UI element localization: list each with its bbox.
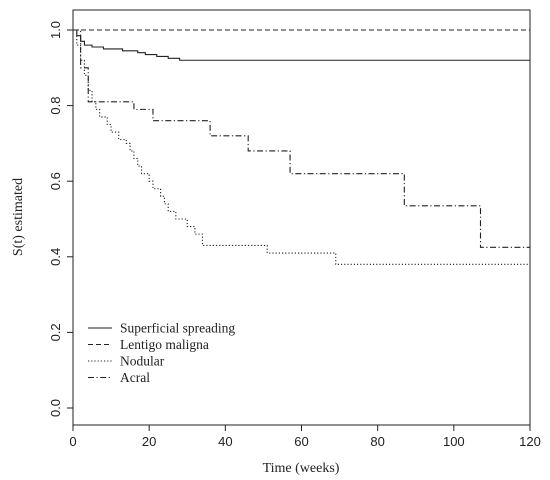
x-tick-label: 80 (370, 434, 384, 449)
series-nodular (73, 29, 530, 265)
x-tick-label: 60 (294, 434, 308, 449)
y-tick-label: 0.4 (48, 248, 63, 266)
y-axis-title: S(t) estimated (11, 178, 26, 256)
x-axis-title: Time (weeks) (263, 461, 340, 476)
x-tick-label: 40 (218, 434, 232, 449)
y-tick-label: 0.6 (48, 172, 63, 190)
x-tick-label: 120 (519, 434, 541, 449)
y-axis: 0.0 0.2 0.4 0.6 0.8 1.0 (48, 21, 73, 417)
x-tick-label: 0 (69, 434, 76, 449)
legend-label: Nodular (120, 354, 165, 369)
legend-label: Acral (120, 370, 150, 385)
y-tick-label: 0.8 (48, 97, 63, 115)
legend-label: Superficial spreading (120, 321, 235, 336)
series-superficial-spreading (73, 29, 530, 61)
series-lines (73, 29, 530, 265)
x-tick-label: 20 (142, 434, 156, 449)
legend-label: Lentigo maligna (120, 337, 209, 352)
x-tick-label: 100 (443, 434, 465, 449)
y-tick-label: 0.2 (48, 323, 63, 341)
y-tick-label: 1.0 (48, 21, 63, 39)
series-acral (73, 29, 530, 248)
x-axis: 0 20 40 60 80 100 120 (69, 425, 541, 449)
y-tick-label: 0.0 (48, 399, 63, 417)
